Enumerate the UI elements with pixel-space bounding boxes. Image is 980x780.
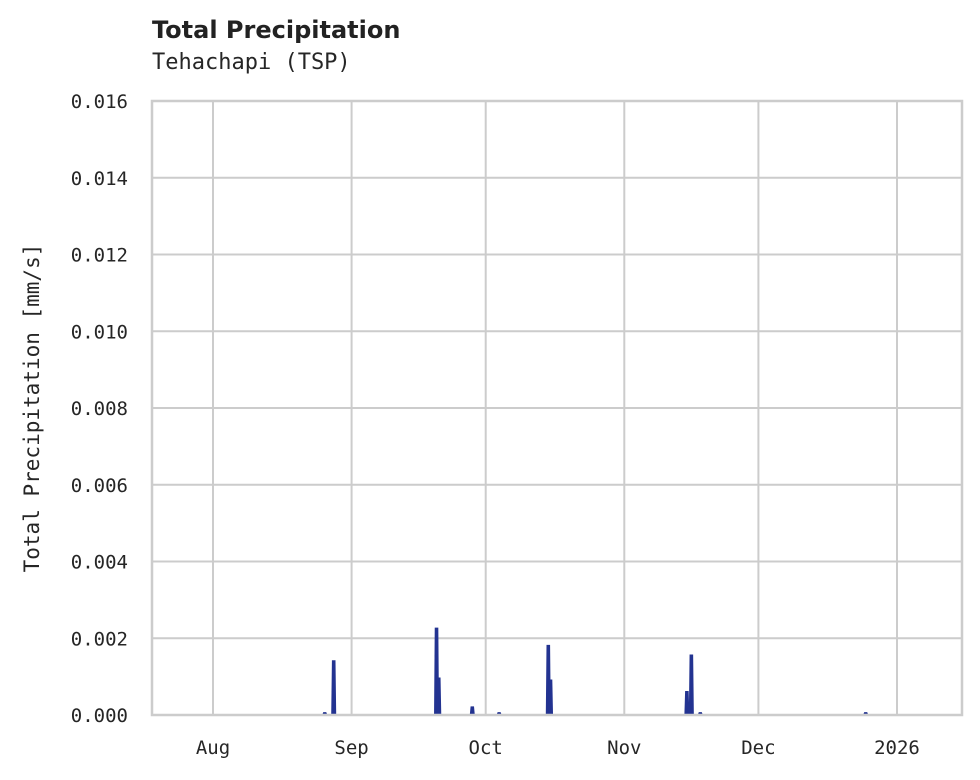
y-tick-label: 0.006 xyxy=(71,475,128,497)
y-tick-label: 0.014 xyxy=(71,168,128,190)
chart-subtitle: Tehachapi (TSP) xyxy=(152,50,351,75)
x-tick-label: Sep xyxy=(334,737,368,759)
x-tick-label: 2026 xyxy=(874,737,920,759)
y-tick-label: 0.008 xyxy=(71,398,128,420)
y-tick-label: 0.016 xyxy=(71,91,128,113)
x-tick-label: Aug xyxy=(196,737,230,759)
chart-title: Total Precipitation xyxy=(152,16,401,44)
y-tick-label: 0.010 xyxy=(71,321,128,343)
y-tick-label: 0.002 xyxy=(71,628,128,650)
x-tick-label: Nov xyxy=(607,737,641,759)
y-tick-label: 0.004 xyxy=(71,552,128,574)
plot-frame xyxy=(150,99,964,717)
y-tick-label: 0.012 xyxy=(71,245,128,267)
x-tick-label: Oct xyxy=(469,737,503,759)
precipitation-series xyxy=(152,627,962,716)
y-tick-label: 0.000 xyxy=(71,705,128,727)
x-tick-label: Dec xyxy=(741,737,775,759)
